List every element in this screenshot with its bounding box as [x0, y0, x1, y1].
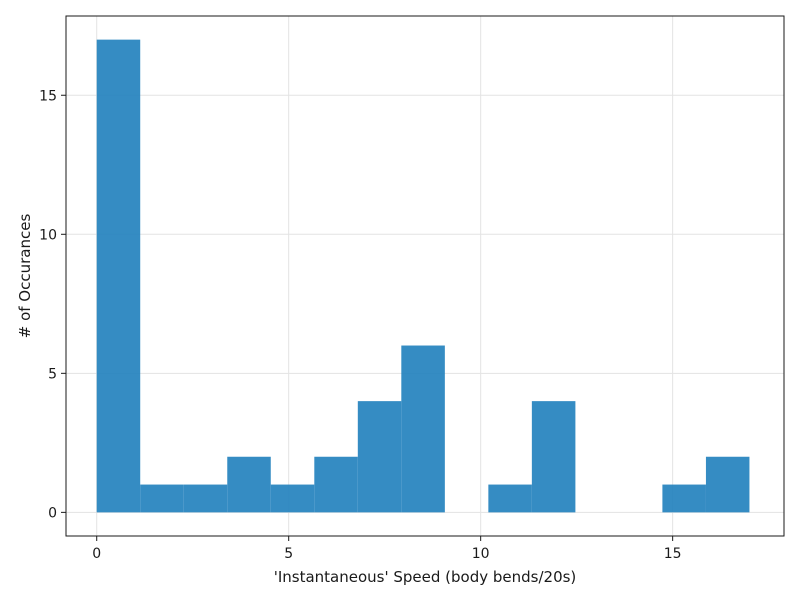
y-axis-ticks: 0 5 10 15	[39, 88, 66, 521]
histogram-bar	[488, 484, 532, 513]
y-tick-label: 0	[48, 505, 57, 521]
histogram-bar	[183, 484, 228, 513]
x-axis-ticks: 0 5 10 15	[92, 536, 682, 562]
x-tick-label: 0	[92, 546, 101, 562]
plot-frame	[65, 15, 785, 537]
y-axis-label: # of Occurances	[16, 214, 34, 339]
histogram-bar	[662, 484, 706, 513]
x-tick-label: 10	[472, 546, 490, 562]
histogram-bar	[357, 401, 402, 513]
histogram-bar	[270, 484, 315, 513]
histogram-bar	[140, 484, 184, 513]
histogram-bar	[314, 456, 358, 513]
histogram-bar	[531, 401, 576, 513]
y-tick-label: 15	[39, 88, 57, 104]
x-tick-label: 15	[664, 546, 682, 562]
y-tick-label: 10	[39, 227, 57, 243]
histogram-bar	[705, 456, 750, 513]
histogram-bar	[227, 456, 271, 513]
histogram-bars	[96, 39, 750, 513]
y-tick-label: 5	[48, 366, 57, 382]
histogram-bar	[401, 345, 445, 513]
x-tick-label: 5	[284, 546, 293, 562]
histogram-bar	[96, 39, 141, 513]
x-axis-label: 'Instantaneous' Speed (body bends/20s)	[274, 568, 577, 586]
